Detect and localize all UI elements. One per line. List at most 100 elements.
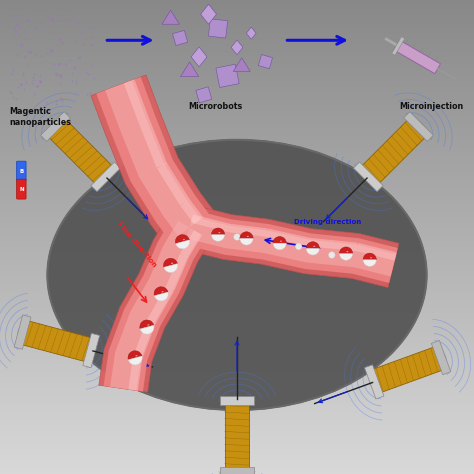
Bar [0,85,474,87]
Bar [0,36,474,38]
Bar [0,384,474,385]
Bar [0,461,474,463]
Point [58,98,65,105]
Text: Driving direction: Driving direction [294,219,361,225]
Bar [0,378,474,379]
Bar [0,204,474,205]
Text: Magentic
nanoparticles: Magentic nanoparticles [9,107,72,127]
Bar [0,81,474,82]
Polygon shape [124,79,149,121]
Point [36,78,44,85]
Bar [0,179,474,180]
Point [76,54,84,61]
Bar [0,51,474,52]
Point [17,80,25,88]
Bar [0,414,474,416]
Bar [0,169,474,171]
Bar [0,160,474,161]
Polygon shape [110,221,201,391]
Point [20,85,28,93]
Bar [0,256,474,257]
Point [72,80,80,87]
Point [64,16,72,23]
Wedge shape [128,356,142,365]
Wedge shape [240,238,253,245]
Point [48,16,56,23]
Ellipse shape [183,239,185,240]
Bar [0,91,474,93]
Ellipse shape [295,243,302,250]
Point [90,74,98,82]
Point [34,9,41,16]
Bar [0,428,474,430]
Point [57,73,65,81]
Bar [0,79,474,81]
Wedge shape [164,258,177,267]
Bar [0,360,474,362]
Bar [0,148,474,150]
Bar [0,450,474,452]
Bar [0,87,474,89]
Point [66,56,73,64]
Bar [0,278,474,280]
Bar [0,191,474,193]
Point [9,93,17,101]
Point [83,90,91,98]
Wedge shape [211,228,225,235]
Polygon shape [96,77,209,242]
Point [68,78,75,85]
Bar [0,174,474,175]
Point [16,24,24,32]
Bar [0,295,474,297]
Bar [0,65,474,66]
Polygon shape [220,467,254,474]
Bar [0,427,474,428]
Point [37,18,45,26]
Wedge shape [164,264,178,273]
Point [52,100,60,108]
Bar [0,46,474,47]
Bar [0,409,474,411]
Bar [0,340,474,341]
Ellipse shape [328,252,335,258]
Point [16,31,23,39]
Point [87,41,94,49]
Ellipse shape [234,234,240,240]
Bar [0,387,474,389]
Bar [0,294,474,295]
Point [23,62,30,69]
Point [72,14,79,22]
Bar [0,188,474,190]
Polygon shape [216,64,239,88]
Bar [0,199,474,201]
Bar [0,41,474,43]
Polygon shape [105,80,201,236]
Bar [0,43,474,44]
Wedge shape [140,320,154,329]
Wedge shape [140,325,154,334]
Bar [0,446,474,447]
Point [31,71,38,78]
Bar [0,193,474,194]
Bar [0,128,474,129]
Bar [0,299,474,300]
Point [57,94,64,102]
Polygon shape [392,36,405,55]
Text: N: N [19,187,24,191]
Wedge shape [154,287,168,296]
Bar [0,13,474,14]
Point [73,77,80,84]
Bar [0,120,474,122]
Bar [0,400,474,401]
Point [13,20,21,28]
Bar [0,25,474,27]
Bar [0,9,474,11]
Bar [0,267,474,269]
Polygon shape [14,315,31,349]
Polygon shape [231,40,243,55]
Bar [0,114,474,115]
Wedge shape [339,247,353,254]
Bar [0,238,474,240]
Bar [0,425,474,427]
Polygon shape [225,401,249,472]
